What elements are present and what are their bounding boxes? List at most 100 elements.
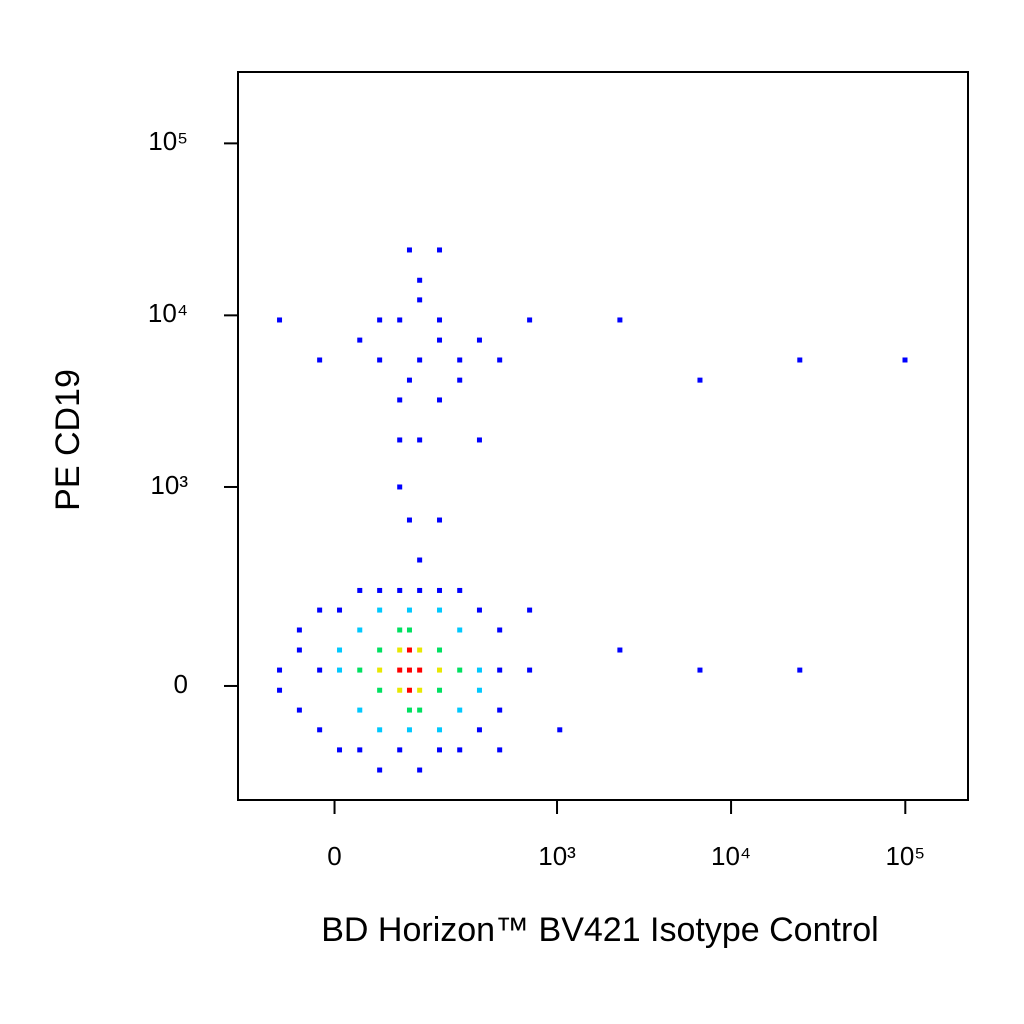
y-tick-label: 10⁴ (148, 298, 188, 328)
data-point (277, 667, 283, 673)
data-point (417, 687, 423, 693)
data-point (417, 647, 423, 653)
data-point (317, 607, 323, 613)
plot-frame (237, 71, 969, 801)
data-point (406, 517, 412, 523)
data-point (317, 357, 323, 363)
x-tick-label: 10⁴ (711, 841, 751, 871)
data-point (417, 277, 423, 283)
data-point (437, 397, 443, 403)
data-point (437, 607, 443, 613)
data-point (417, 557, 423, 563)
data-point (406, 607, 412, 613)
data-point (397, 437, 403, 443)
data-point (406, 667, 412, 673)
data-point (437, 727, 443, 733)
data-point (337, 667, 343, 673)
data-point (527, 667, 533, 673)
data-point (437, 517, 443, 523)
data-point (476, 727, 482, 733)
data-point (357, 747, 363, 753)
x-tick-label: 10³ (538, 841, 576, 871)
data-point (406, 377, 412, 383)
data-point (476, 607, 482, 613)
data-point (617, 647, 623, 653)
data-point (357, 587, 363, 593)
data-point (296, 707, 302, 713)
data-point (417, 767, 423, 773)
data-point (357, 707, 363, 713)
y-tick-label: 10⁵ (148, 126, 188, 156)
data-point (377, 587, 383, 593)
data-point (337, 647, 343, 653)
data-point (296, 647, 302, 653)
data-point (377, 727, 383, 733)
data-point (457, 627, 463, 633)
data-point (497, 667, 503, 673)
data-point (497, 357, 503, 363)
data-point (397, 687, 403, 693)
data-point (417, 707, 423, 713)
data-point (397, 484, 403, 490)
data-point (417, 357, 423, 363)
data-point (437, 747, 443, 753)
data-point (377, 687, 383, 693)
x-tick-label: 0 (327, 841, 341, 871)
data-point (417, 437, 423, 443)
data-point (357, 667, 363, 673)
data-point (277, 687, 283, 693)
data-point (377, 317, 383, 323)
data-point (457, 587, 463, 593)
data-point (406, 727, 412, 733)
data-point (797, 667, 803, 673)
data-point (697, 377, 703, 383)
data-point (497, 747, 503, 753)
data-point (497, 627, 503, 633)
data-point (497, 707, 503, 713)
data-point (476, 687, 482, 693)
data-point (406, 687, 412, 693)
y-tick-label: 10³ (150, 470, 188, 500)
data-point (377, 667, 383, 673)
data-point (417, 297, 423, 303)
data-point (797, 357, 803, 363)
data-point (697, 667, 703, 673)
data-point (377, 647, 383, 653)
data-point (397, 587, 403, 593)
y-axis-label: PE CD19 (49, 369, 87, 511)
data-point (902, 357, 908, 363)
data-point (457, 667, 463, 673)
data-point (406, 627, 412, 633)
data-point (457, 357, 463, 363)
data-point (437, 337, 443, 343)
data-point (406, 247, 412, 253)
data-point (337, 607, 343, 613)
data-point (357, 337, 363, 343)
data-point (317, 727, 323, 733)
data-point (527, 607, 533, 613)
data-point (476, 667, 482, 673)
data-point (437, 687, 443, 693)
data-point (357, 627, 363, 633)
data-point (406, 647, 412, 653)
data-point (296, 627, 302, 633)
data-point (397, 397, 403, 403)
data-point (337, 747, 343, 753)
data-point (437, 587, 443, 593)
data-point (417, 587, 423, 593)
data-point (377, 767, 383, 773)
data-point (557, 727, 563, 733)
data-point (377, 607, 383, 613)
x-axis-label: BD Horizon™ BV421 Isotype Control (321, 911, 878, 949)
data-point (397, 627, 403, 633)
x-tick-label: 10⁵ (885, 841, 925, 871)
y-tick-label: 0 (174, 669, 188, 699)
data-point (437, 647, 443, 653)
data-point (377, 357, 383, 363)
data-point (397, 747, 403, 753)
data-point (277, 317, 283, 323)
data-point (317, 667, 323, 673)
data-point (397, 647, 403, 653)
data-point (617, 317, 623, 323)
data-point (437, 667, 443, 673)
